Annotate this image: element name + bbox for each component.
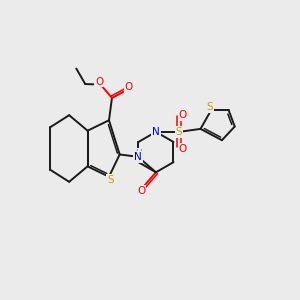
- Text: N: N: [134, 152, 142, 162]
- Text: O: O: [137, 186, 145, 196]
- Text: O: O: [95, 76, 103, 87]
- Text: S: S: [107, 175, 114, 185]
- Text: S: S: [176, 127, 182, 137]
- Text: N: N: [152, 127, 160, 137]
- Text: O: O: [178, 144, 187, 154]
- Text: H: H: [135, 149, 142, 158]
- Text: S: S: [206, 102, 213, 112]
- Text: O: O: [125, 82, 133, 92]
- Text: O: O: [178, 110, 187, 120]
